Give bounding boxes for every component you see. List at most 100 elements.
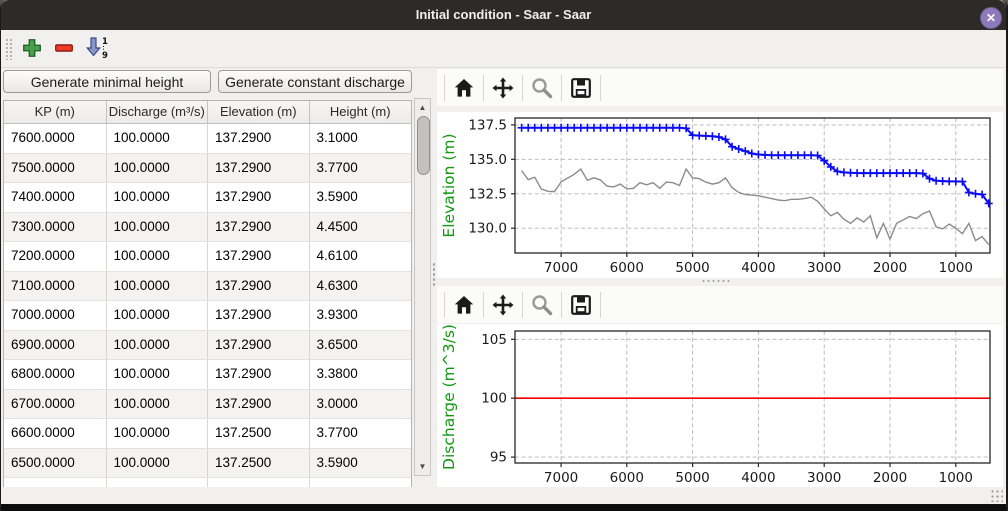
generate-minimal-height-button[interactable]: Generate minimal height [3, 70, 211, 93]
table-cell[interactable]: 4.4500 [316, 218, 358, 234]
table-cell[interactable]: 137.2900 [208, 301, 310, 330]
table-cell[interactable]: 137.2900 [208, 183, 310, 212]
zoom-icon[interactable] [528, 291, 556, 319]
table-cell[interactable]: 100.0000 [107, 242, 208, 271]
table-cell[interactable]: 100.0000 [107, 330, 208, 359]
table-cell[interactable]: 7500.0000 [4, 153, 107, 182]
generate-constant-discharge-button[interactable]: Generate constant discharge [218, 70, 412, 93]
svg-text:6000: 6000 [610, 470, 644, 486]
table-cell[interactable]: 100.0000 [107, 389, 208, 418]
table-cell[interactable]: 3.9300 [316, 307, 358, 322]
table-cell[interactable]: 6800.0000 [4, 360, 107, 389]
svg-text:100: 100 [481, 391, 507, 407]
table-cell[interactable]: 100.0000 [107, 301, 208, 330]
window-title: Initial condition - Saar - Saar [415, 7, 592, 22]
vertical-splitter-handle[interactable] [432, 262, 436, 288]
table-cell[interactable] [4, 478, 107, 489]
table-cell[interactable]: 7300.0000 [4, 212, 107, 241]
table-cell[interactable]: 3.3800 [316, 366, 358, 381]
table-cell[interactable]: 137.2900 [208, 271, 310, 300]
table-cell[interactable]: 137.2900 [208, 124, 310, 153]
svg-text:135.0: 135.0 [468, 152, 507, 168]
table-row: 7400.0000 100.0000 137.2900 3.5900 [4, 183, 411, 213]
table-cell[interactable]: 100.0000 [107, 212, 208, 241]
table-cell[interactable]: 7400.0000 [4, 183, 107, 212]
svg-text:1: 1 [102, 37, 108, 47]
table-cell[interactable]: 100.0000 [107, 271, 208, 300]
table-cell[interactable]: 137.2900 [208, 212, 310, 241]
table-cell[interactable]: 3.5900 [316, 454, 358, 470]
table-cell[interactable]: 100.0000 [107, 183, 208, 212]
column-header-discharge[interactable]: Discharge (m³/s) [107, 101, 208, 123]
home-icon[interactable] [450, 74, 478, 102]
scrollbar-down-icon[interactable]: ▼ [418, 462, 427, 471]
table-cell[interactable]: 100.0000 [107, 153, 208, 182]
table-scrollbar[interactable]: ▲ ▼ [414, 98, 431, 476]
svg-text:2000: 2000 [873, 260, 907, 276]
table-cell[interactable]: 3.6500 [316, 336, 358, 352]
column-header-kp[interactable]: KP (m) [4, 101, 107, 123]
svg-text:5000: 5000 [675, 260, 709, 276]
svg-text:6000: 6000 [610, 260, 644, 276]
table-cell[interactable]: 137.2500 [208, 419, 310, 448]
table-cell[interactable]: 137.2900 [208, 242, 310, 271]
table-cell[interactable]: 3.7700 [316, 159, 358, 175]
svg-text:Discharge (m^3/s): Discharge (m^3/s) [440, 324, 458, 470]
plus-icon [23, 38, 41, 57]
table-cell[interactable]: 137.2500 [208, 448, 310, 477]
svg-text:4000: 4000 [741, 470, 775, 486]
table-cell[interactable]: 7100.0000 [4, 271, 107, 300]
column-header-elevation[interactable]: Elevation (m) [208, 101, 310, 123]
table-cell[interactable] [208, 478, 310, 489]
horizontal-splitter-handle[interactable] [701, 279, 731, 283]
table-row: 7500.0000 100.0000 137.2900 3.7700 [4, 153, 411, 183]
table-row: 7200.0000 100.0000 137.2900 4.6100 [4, 242, 411, 272]
title-bar[interactable]: Initial condition - Saar - Saar ✕ [1, 0, 1006, 30]
table-cell[interactable]: 3.5900 [316, 189, 358, 204]
save-icon[interactable] [567, 74, 595, 102]
svg-text:130.0: 130.0 [468, 221, 507, 237]
table-cell[interactable]: 7600.0000 [4, 124, 107, 153]
home-icon[interactable] [450, 291, 478, 319]
table-cell[interactable]: 100.0000 [107, 448, 208, 477]
table-cell[interactable]: 7200.0000 [4, 242, 107, 271]
table-cell[interactable]: 6900.0000 [4, 330, 107, 359]
table-cell[interactable]: 6500.0000 [4, 448, 107, 477]
save-icon[interactable] [567, 291, 595, 319]
scrollbar-thumb[interactable] [417, 116, 430, 175]
sort-rows-button[interactable]: 1 9 [81, 36, 111, 62]
table-body: 7600.0000 100.0000 137.2900 3.1000 7500.0000… [4, 124, 411, 489]
table-cell[interactable]: 137.2900 [208, 360, 310, 389]
column-header-height[interactable]: Height (m) [329, 104, 391, 119]
table-cell[interactable]: 6700.0000 [4, 389, 107, 418]
remove-row-button[interactable] [51, 36, 77, 62]
table-cell[interactable]: 137.2900 [208, 389, 310, 418]
close-icon[interactable]: ✕ [980, 7, 1002, 29]
pan-icon[interactable] [489, 291, 517, 319]
table-cell[interactable]: 137.2900 [208, 330, 310, 359]
pan-icon[interactable] [489, 74, 517, 102]
table-cell[interactable]: 3.7700 [316, 425, 358, 440]
status-strip [1, 487, 1006, 504]
table-cell[interactable]: 100.0000 [107, 360, 208, 389]
table-cell[interactable]: 4.6300 [316, 277, 358, 293]
table-cell[interactable]: 100.0000 [107, 124, 208, 153]
table-cell[interactable]: 7000.0000 [4, 301, 107, 330]
table-cell[interactable]: 3.1000 [316, 130, 358, 145]
zoom-icon[interactable] [528, 74, 556, 102]
toolbar-drag-handle[interactable] [5, 38, 13, 60]
table-cell[interactable]: 137.2900 [208, 153, 310, 182]
svg-text:7000: 7000 [544, 260, 578, 276]
table-cell[interactable]: 3.0000 [316, 395, 358, 411]
table-cell[interactable]: 100.0000 [107, 419, 208, 448]
table-cell[interactable] [107, 478, 208, 489]
add-row-button[interactable] [19, 36, 45, 62]
table-cell[interactable]: 4.6100 [316, 248, 358, 263]
table-row: 6500.0000 100.0000 137.2500 3.5900 [4, 448, 411, 478]
table-cell[interactable]: 6600.0000 [4, 419, 107, 448]
scrollbar-up-icon[interactable]: ▲ [418, 103, 427, 112]
initial-condition-table: KP (m) Discharge (m³/s) Elevation (m) He… [3, 100, 412, 489]
svg-text:137.5: 137.5 [468, 117, 507, 133]
window-resize-grip[interactable] [990, 489, 1003, 502]
